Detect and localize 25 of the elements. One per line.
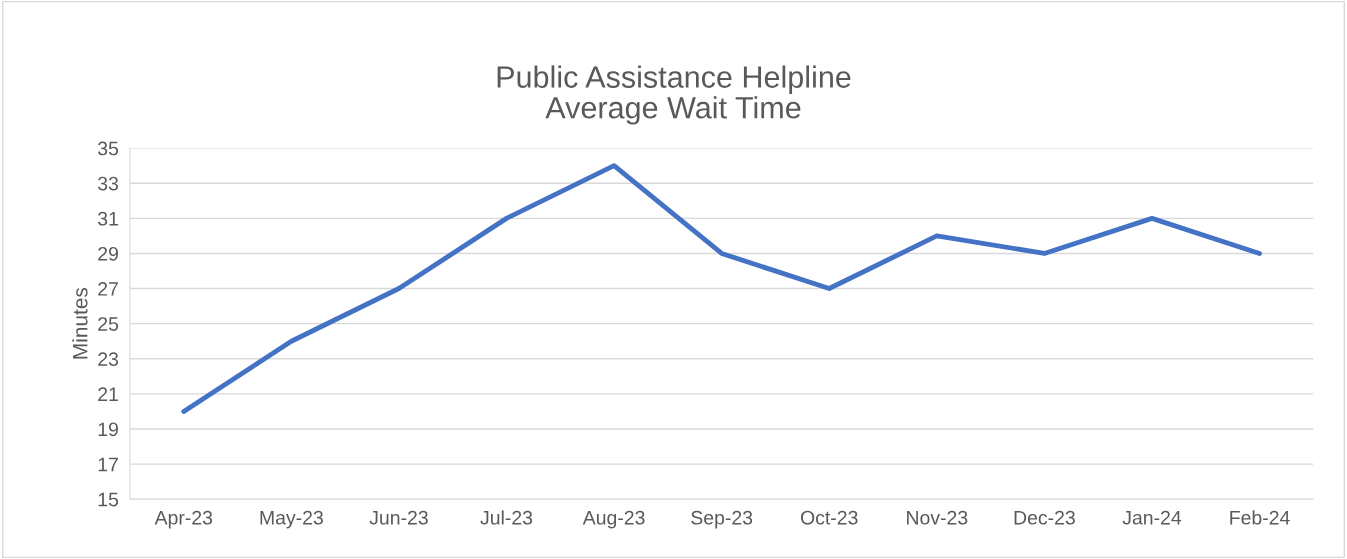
line-series (181, 163, 1262, 414)
x-tick-label: Dec-23 (1014, 510, 1075, 525)
y-tick-label: 23 (98, 352, 119, 366)
y-tick-label: 33 (97, 176, 119, 191)
y-tick-label: 19 (98, 422, 118, 437)
x-tick-label: Apr-23 (154, 510, 213, 529)
x-tick-label: Jan-24 (1122, 510, 1182, 525)
y-tick-label: 25 (98, 317, 119, 331)
x-tick-label: Jul-23 (480, 510, 533, 525)
x-tick-label: Nov-23 (907, 510, 968, 525)
y-tick-label: 27 (98, 282, 118, 296)
y-axis-title: Minutes (72, 287, 88, 359)
x-tick-label: Aug-23 (582, 510, 645, 529)
y-tick-label: 35 (97, 141, 119, 156)
y-tick-label: 21 (98, 387, 118, 401)
y-tick-label: 29 (98, 246, 118, 261)
chart-title: Public Assistance Helpline Average Wait Time (497, 65, 851, 125)
x-tick-label: May-23 (260, 510, 323, 529)
x-tick-label: Feb-24 (1230, 510, 1290, 525)
x-tick-label: Jun-23 (369, 510, 428, 525)
x-tick-label: Sep-23 (691, 510, 753, 529)
y-tick-label: 17 (98, 457, 118, 472)
y-tick-label: 15 (98, 492, 119, 507)
x-tick-label: Oct-23 (800, 510, 858, 525)
y-tick-label: 31 (97, 211, 118, 226)
